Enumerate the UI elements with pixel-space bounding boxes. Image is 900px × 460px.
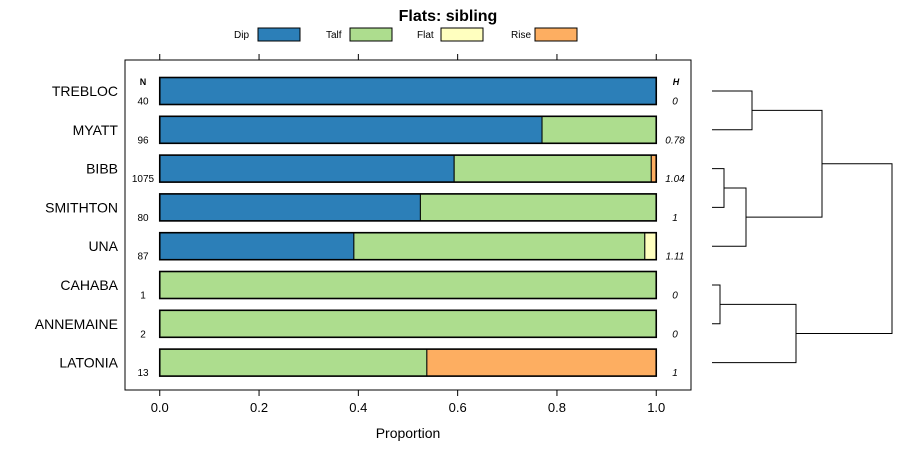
bar-smithton-talf bbox=[419, 193, 657, 222]
n-value-smithton: 80 bbox=[137, 213, 149, 224]
dendrogram-link-2 bbox=[712, 187, 747, 247]
bar-bibb-dip bbox=[159, 154, 455, 183]
n-value-latonia: 13 bbox=[137, 368, 149, 379]
bar-outline-una bbox=[158, 231, 658, 261]
bar-una-talf bbox=[353, 232, 646, 261]
category-label-una: UNA bbox=[88, 238, 118, 254]
x-tick-label-3: 0.6 bbox=[449, 400, 467, 415]
legend-swatch-rise bbox=[534, 27, 578, 42]
plot-frame bbox=[124, 59, 692, 391]
dendrogram bbox=[712, 90, 893, 364]
category-label-smithton: SMITHTON bbox=[45, 199, 118, 215]
bar-outline-trebloc bbox=[158, 76, 658, 106]
category-label-annemaine: ANNEMAINE bbox=[35, 316, 118, 332]
dendrogram-link-3 bbox=[746, 109, 823, 218]
n-value-bibb: 1075 bbox=[132, 174, 155, 185]
h-value-cahaba: 0 bbox=[672, 291, 678, 302]
bars-layer bbox=[158, 76, 658, 377]
h-value-una: 1.11 bbox=[666, 252, 685, 263]
entropy-labels: H 0 0.78 1.04 1 1.11 0 0 1 bbox=[665, 77, 685, 379]
x-tick-label-4: 0.8 bbox=[548, 400, 566, 415]
h-value-bibb: 1.04 bbox=[665, 174, 685, 185]
category-label-latonia: LATONIA bbox=[59, 355, 118, 371]
n-value-cahaba: 1 bbox=[140, 291, 146, 302]
category-label-myatt: MYATT bbox=[73, 122, 119, 138]
bar-annemaine-talf bbox=[159, 309, 657, 338]
category-label-cahaba: CAHABA bbox=[60, 277, 118, 293]
bar-outline-smithton bbox=[158, 193, 658, 222]
bar-cahaba-talf bbox=[159, 271, 657, 299]
n-header: N bbox=[140, 77, 147, 87]
dendrogram-link-0 bbox=[712, 90, 753, 131]
category-label-trebloc: TREBLOC bbox=[52, 83, 118, 99]
h-header: H bbox=[673, 77, 680, 87]
bar-myatt-talf bbox=[541, 115, 657, 144]
x-axis-label: Proportion bbox=[376, 425, 441, 441]
bar-latonia-rise bbox=[426, 348, 657, 377]
legend-label-rise: Rise bbox=[511, 30, 531, 41]
bar-outline-annemaine bbox=[158, 309, 658, 339]
legend-swatch-talf bbox=[349, 27, 393, 42]
dendrogram-link-6 bbox=[796, 163, 893, 334]
legend-label-talf: Talf bbox=[326, 30, 342, 41]
bar-bibb-talf bbox=[453, 154, 652, 183]
legend-label-dip: Dip bbox=[234, 30, 249, 41]
sample-size-labels: N 40 96 1075 80 87 1 2 13 bbox=[132, 77, 155, 379]
legend-swatch-flat bbox=[440, 27, 484, 42]
n-value-una: 87 bbox=[137, 252, 149, 263]
n-value-annemaine: 2 bbox=[140, 329, 146, 340]
x-tick-label-2: 0.4 bbox=[349, 400, 367, 415]
dendrogram-link-1 bbox=[712, 168, 725, 208]
n-value-trebloc: 40 bbox=[137, 97, 149, 108]
x-tick-label-0: 0.0 bbox=[151, 400, 169, 415]
bar-smithton-dip bbox=[159, 193, 421, 222]
n-value-myatt: 96 bbox=[137, 135, 149, 146]
bar-outline-latonia bbox=[158, 348, 658, 377]
dendrogram-link-5 bbox=[712, 303, 797, 364]
chart-title: Flats: sibling bbox=[399, 8, 498, 25]
h-value-annemaine: 0 bbox=[672, 329, 678, 340]
bar-myatt-dip bbox=[159, 115, 543, 144]
bar-outline-cahaba bbox=[158, 270, 658, 300]
x-axis: 0.0 0.2 0.4 0.6 0.8 1.0 bbox=[151, 54, 665, 415]
legend: Dip Talf Flat Rise bbox=[234, 27, 578, 42]
x-tick-label-5: 1.0 bbox=[647, 400, 665, 415]
legend-swatch-dip bbox=[257, 27, 301, 42]
bar-outline-myatt bbox=[158, 115, 658, 145]
category-label-bibb: BIBB bbox=[86, 161, 118, 177]
bar-latonia-talf bbox=[159, 348, 428, 377]
dendrogram-link-4 bbox=[712, 284, 721, 325]
bar-trebloc-dip bbox=[159, 77, 657, 105]
bar-outline-bibb bbox=[158, 154, 658, 183]
h-value-smithton: 1 bbox=[672, 213, 678, 224]
h-value-trebloc: 0 bbox=[672, 97, 678, 108]
x-tick-label-1: 0.2 bbox=[250, 400, 268, 415]
legend-label-flat: Flat bbox=[417, 30, 434, 41]
bar-una-dip bbox=[159, 232, 355, 261]
category-labels: TREBLOC MYATT BIBB SMITHTON UNA CAHABA ANNEMAI… bbox=[35, 83, 119, 371]
h-value-latonia: 1 bbox=[672, 368, 678, 379]
bar-una-flat bbox=[644, 232, 657, 261]
h-value-myatt: 0.78 bbox=[665, 135, 685, 146]
